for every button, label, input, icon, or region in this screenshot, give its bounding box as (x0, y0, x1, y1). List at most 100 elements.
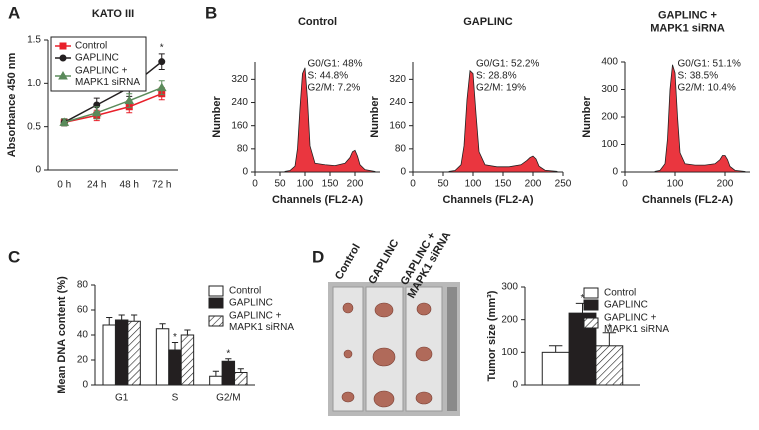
error-bar (548, 345, 563, 353)
y-tick-label: 60 (77, 305, 89, 316)
bar (595, 345, 624, 386)
x-tick-label: 72 h (152, 180, 171, 191)
cell-cycle-stat: G0/G1: 51.1% (678, 59, 741, 70)
x-tick-label: 100 (465, 179, 482, 190)
y-tick-label: 240 (389, 97, 406, 108)
y-tick-label: 1.0 (27, 78, 41, 89)
point (91, 107, 102, 117)
point (158, 58, 166, 66)
cell-cycle-stat: S: 44.8% (308, 71, 349, 82)
bar (209, 375, 223, 386)
cell-cycle-stat: S: 28.8% (476, 71, 517, 82)
x-tick-label: 0 (252, 179, 258, 190)
y-tick-label: 0.5 (27, 121, 41, 132)
legend-marker (59, 54, 67, 62)
panel-label: C (8, 247, 20, 266)
legend-swatch (583, 287, 599, 299)
image-label: Control (333, 242, 363, 282)
legend-label: GAPLINC (75, 53, 119, 64)
x-tick-label: 48 h (120, 180, 139, 191)
x-tick-label: 150 (322, 179, 339, 190)
error-bar (237, 368, 244, 373)
x-tick-label: 150 (495, 179, 512, 190)
legend-label: GAPLINC (604, 300, 648, 311)
y-tick-label: 200 (601, 112, 618, 123)
legend-marker (58, 70, 68, 80)
x-tick-label: 200 (525, 179, 542, 190)
y-axis-label: Number (581, 96, 593, 138)
y-tick-label: 400 (601, 57, 618, 68)
bar (114, 319, 129, 386)
cell-cycle-stat: G0/G1: 52.2% (476, 59, 539, 70)
y-tick-label: 0 (35, 165, 41, 176)
y-axis-label: Number (369, 96, 381, 138)
error-bar (171, 342, 179, 350)
y-tick-label: 20 (77, 355, 89, 366)
image-label: GAPLINC (366, 237, 401, 286)
y-tick-label: 80 (77, 280, 89, 291)
error-bar (602, 332, 617, 346)
legend-label: GAPLINC + MAPK1 siRNA (604, 312, 669, 335)
chart-title: GAPLINC (463, 16, 513, 28)
x-tick-label: 24 h (87, 180, 106, 191)
y-tick-label: 0 (512, 380, 518, 391)
histogram-area (284, 67, 376, 173)
y-tick-label: 160 (231, 120, 248, 131)
y-axis-label: Mean DNA content (%) (56, 276, 68, 394)
y-tick-label: 300 (601, 84, 618, 95)
x-tick-label: G2/M (216, 393, 240, 404)
x-axis-label: Channels (FL2-A) (272, 194, 363, 206)
x-tick-label: 200 (717, 179, 734, 190)
y-tick-label: 80 (395, 143, 407, 154)
y-tick-label: 0 (242, 167, 248, 178)
significance: * (160, 43, 164, 54)
x-tick-label: 50 (274, 179, 286, 190)
x-tick-label: 50 (437, 179, 449, 190)
y-tick-label: 0 (612, 167, 618, 178)
significance: * (607, 322, 611, 333)
legend-swatch (583, 299, 599, 311)
error-bar (131, 314, 138, 322)
bar (102, 324, 116, 386)
x-tick-label: 250 (555, 179, 572, 190)
bar (234, 372, 248, 386)
x-tick-label: G1 (115, 393, 129, 404)
bar (127, 320, 141, 386)
bar (168, 349, 182, 386)
error-bar (118, 314, 125, 320)
histogram-area (448, 69, 558, 173)
y-tick-label: 320 (389, 74, 406, 85)
x-axis-label: Channels (FL2-A) (642, 194, 733, 206)
y-tick-label: 160 (389, 120, 406, 131)
cell-cycle-stat: G2/M: 7.2% (308, 83, 361, 94)
y-tick-label: 200 (501, 314, 518, 325)
bar (180, 334, 195, 386)
legend-label: Control (229, 286, 261, 297)
y-tick-label: 80 (237, 143, 249, 154)
y-tick-label: 100 (601, 139, 618, 150)
chart-title: GAPLINC + MAPK1 siRNA (650, 10, 725, 35)
legend-label: GAPLINC + MAPK1 siRNA (229, 310, 294, 333)
x-tick-label: 0 (622, 179, 628, 190)
point (124, 95, 135, 105)
bar (541, 351, 570, 386)
legend-label: Control (604, 288, 636, 299)
legend-label: GAPLINC + MAPK1 siRNA (75, 65, 140, 88)
panel-label: A (8, 3, 20, 22)
histogram-area (654, 64, 746, 173)
y-axis-label: Absorbance 450 nm (6, 53, 18, 158)
point (59, 117, 70, 126)
cell-cycle-stat: G2/M: 10.4% (678, 83, 736, 94)
significance: * (581, 293, 585, 304)
x-tick-label: 0 h (57, 180, 71, 191)
legend-marker (59, 42, 67, 50)
x-tick-label: 0 (410, 179, 416, 190)
error-bar (212, 370, 219, 377)
x-tick-label: 100 (667, 179, 684, 190)
error-bar (106, 317, 113, 325)
y-tick-label: 0 (82, 380, 88, 391)
y-tick-label: 300 (501, 282, 518, 293)
y-tick-label: 100 (501, 347, 518, 358)
point (156, 82, 167, 92)
